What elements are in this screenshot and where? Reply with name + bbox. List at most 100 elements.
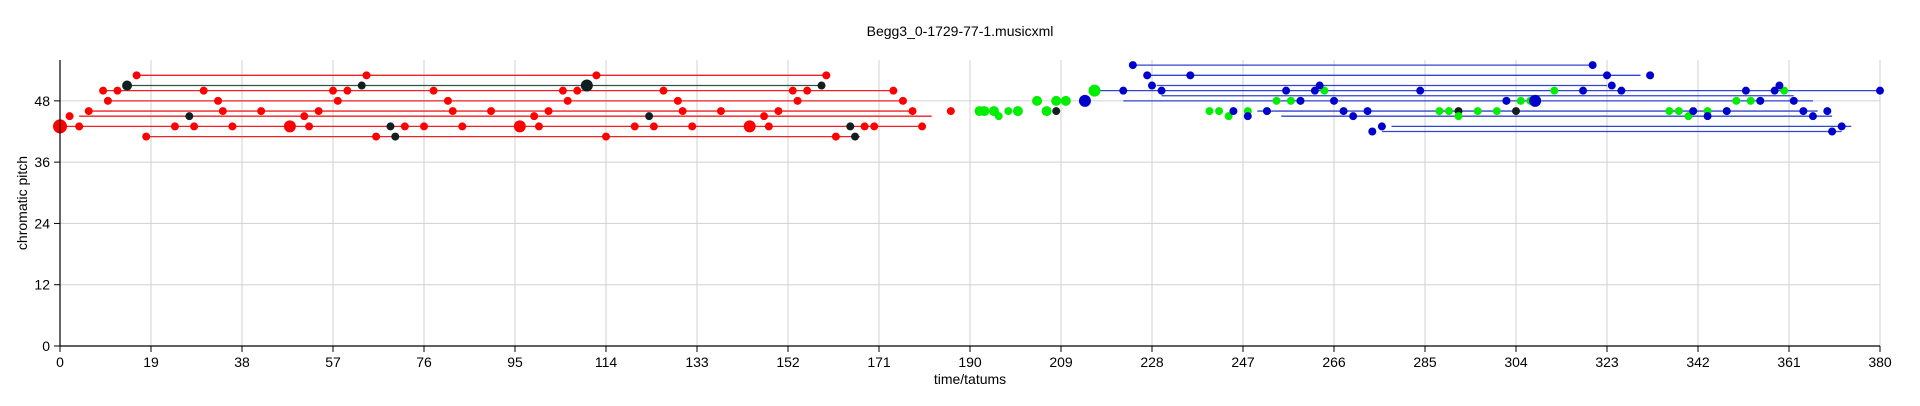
note-point-red [257,107,266,116]
x-tick-label: 266 [1322,354,1346,370]
note-point-blue [1243,112,1252,121]
note-point-red [362,71,371,80]
note-point-blue [1119,86,1128,95]
note-point-blue [1078,94,1091,107]
ticks: 0 19 38 57 76 95 114 133 152 171 190 209 228 247 266 28… [34,93,1891,370]
note-point-red [764,122,773,131]
note-point-red [400,122,409,131]
note-point-red [99,86,108,95]
note-point-red [946,107,955,116]
note-point-red [558,86,567,95]
note-point-green [1060,95,1071,106]
note-point-blue [1722,107,1731,116]
note-point-red [544,107,553,116]
x-tick-label: 247 [1231,354,1255,370]
note-point-red [831,132,840,141]
y-tick-label: 24 [34,215,50,231]
note-point-blue [1775,81,1784,90]
note-point-green [1674,107,1683,116]
note-point-red [918,122,927,131]
note-point-red [218,107,227,116]
note-point-red [283,120,296,133]
note-point-black [1052,107,1061,116]
note-point-green [1205,107,1214,116]
note-point-red [190,122,199,131]
note-point-black [185,112,194,121]
x-tick-label: 133 [685,354,709,370]
x-tick-label: 361 [1777,354,1801,370]
x-tick-label: 171 [867,354,891,370]
x-tick-label: 76 [416,354,432,370]
note-point-red [788,86,797,95]
note-point-green [994,112,1003,121]
note-points [53,61,1884,141]
x-tick-label: 38 [234,354,250,370]
note-point-red [420,122,428,131]
note-point-green [1550,86,1559,95]
note-point-blue [1646,71,1655,80]
note-point-green [1746,96,1755,105]
note-point-green [1224,112,1233,121]
note-point-blue [1339,107,1348,116]
note-point-red [908,107,917,116]
note-point-blue [1823,107,1832,116]
note-point-red [678,107,687,116]
note-point-green [1004,107,1013,116]
note-point-red [860,122,869,131]
note-point-blue [1229,107,1238,116]
note-point-red [602,132,610,141]
note-point-blue [1579,86,1588,95]
note-point-red [329,86,337,95]
note-point-green [1286,96,1295,105]
note-point-green [979,106,990,117]
x-tick-label: 209 [1049,354,1073,370]
note-point-red [142,132,151,141]
note-point-black [846,122,855,131]
note-point-green [1051,95,1062,106]
note-point-red [214,96,223,105]
note-point-red [688,122,697,131]
note-point-blue [1689,107,1698,116]
chart-title: Begg3_0-1729-77-1.musicxml [867,23,1054,39]
x-tick-label: 380 [1868,354,1892,370]
note-point-black [386,122,395,131]
x-tick-label: 95 [507,354,523,370]
note-point-red [513,120,526,133]
note-point-black [851,132,860,141]
note-point-blue [1876,86,1884,95]
x-tick-label: 19 [143,354,159,370]
grid [60,60,1881,346]
x-tick-label: 190 [958,354,982,370]
note-point-blue [1837,122,1846,131]
note-point-black [391,132,400,141]
note-point-green [1684,112,1693,121]
note-point-red [443,96,452,105]
x-tick-label: 152 [776,354,800,370]
note-point-green [1435,107,1444,116]
note-point-blue [1617,86,1626,95]
note-point-green [1444,107,1453,116]
note-point-blue [1186,71,1195,80]
note-point-blue [1315,81,1324,90]
note-point-green [1012,106,1023,117]
note-point-red [659,86,668,95]
x-tick-label: 228 [1140,354,1164,370]
note-point-red [649,122,658,131]
x-tick-label: 57 [325,354,341,370]
note-point-red [487,107,496,116]
note-point-red [889,86,898,95]
note-point-red [372,132,381,141]
note-point-red [132,71,141,80]
note-point-red [743,120,756,133]
note-point-black [580,79,593,92]
note-point-red [716,107,725,116]
note-point-red [592,71,601,80]
y-axis-label: chromatic pitch [14,156,30,250]
note-point-blue [1330,96,1338,105]
note-point-red [65,112,74,121]
note-point-red [822,71,831,80]
x-axis-label: time/tatums [934,371,1006,387]
note-point-green [1272,96,1281,105]
